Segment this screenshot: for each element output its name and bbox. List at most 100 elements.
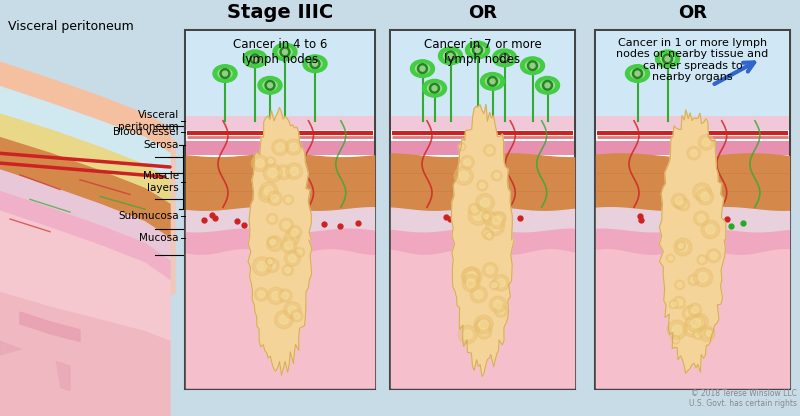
Text: Submucosa: Submucosa [118, 211, 179, 221]
Bar [596, 141, 789, 155]
Circle shape [268, 159, 273, 164]
Polygon shape [451, 104, 514, 376]
Bar [186, 31, 374, 116]
Circle shape [285, 242, 293, 249]
Circle shape [220, 69, 230, 79]
Bar [391, 116, 574, 130]
Ellipse shape [626, 65, 650, 82]
Circle shape [701, 193, 710, 201]
Circle shape [677, 198, 690, 211]
Circle shape [527, 61, 538, 71]
Circle shape [490, 222, 500, 231]
Circle shape [476, 193, 494, 212]
Circle shape [446, 51, 455, 61]
Circle shape [703, 330, 711, 338]
Circle shape [480, 198, 490, 207]
Circle shape [673, 296, 686, 309]
Circle shape [476, 318, 491, 333]
Circle shape [267, 287, 285, 305]
Circle shape [310, 59, 320, 69]
Circle shape [286, 163, 302, 179]
Circle shape [678, 282, 682, 287]
Ellipse shape [470, 45, 485, 55]
Polygon shape [0, 87, 170, 180]
Circle shape [676, 241, 686, 250]
Circle shape [291, 229, 298, 235]
Text: Muscle
layers: Muscle layers [143, 171, 179, 193]
Polygon shape [0, 342, 70, 391]
Circle shape [665, 57, 670, 61]
Polygon shape [0, 62, 170, 153]
Bar [0, 8, 185, 416]
Bar [390, 30, 575, 389]
Circle shape [466, 279, 475, 287]
Ellipse shape [493, 49, 517, 67]
Circle shape [701, 220, 720, 239]
Circle shape [281, 238, 297, 253]
Circle shape [471, 206, 478, 212]
Circle shape [253, 57, 258, 61]
Text: © 2018 Terese Winslow LLC
U.S. Govt. has certain rights: © 2018 Terese Winslow LLC U.S. Govt. has… [689, 389, 797, 408]
Circle shape [288, 306, 297, 314]
Circle shape [662, 54, 673, 64]
Ellipse shape [218, 69, 232, 79]
Polygon shape [0, 114, 170, 204]
Circle shape [477, 180, 488, 191]
Bar [596, 31, 789, 116]
Polygon shape [248, 108, 312, 375]
Circle shape [473, 210, 483, 220]
Circle shape [685, 318, 694, 327]
Circle shape [290, 167, 298, 175]
Polygon shape [0, 211, 170, 342]
Circle shape [699, 326, 715, 342]
Circle shape [482, 262, 498, 277]
Circle shape [706, 225, 715, 234]
Circle shape [470, 286, 487, 303]
Text: Cancer in 1 or more lymph
nodes or nearby tissue and
cancer spreads to
nearby or: Cancer in 1 or more lymph nodes or nearb… [616, 37, 769, 82]
Text: OR: OR [468, 4, 497, 22]
Circle shape [674, 337, 678, 342]
Circle shape [474, 315, 493, 334]
Circle shape [486, 266, 494, 274]
Text: Blood vessel: Blood vessel [114, 127, 179, 137]
Circle shape [279, 218, 294, 232]
Circle shape [694, 211, 709, 226]
Circle shape [635, 71, 640, 76]
Circle shape [278, 289, 292, 302]
Circle shape [694, 268, 713, 287]
Circle shape [494, 212, 506, 223]
Circle shape [542, 80, 553, 90]
Circle shape [687, 146, 701, 160]
Text: Visceral
peritoneum: Visceral peritoneum [118, 111, 179, 132]
Circle shape [494, 305, 507, 317]
Ellipse shape [410, 60, 434, 77]
Circle shape [268, 168, 278, 178]
Circle shape [454, 166, 474, 185]
Circle shape [706, 249, 721, 262]
Circle shape [485, 231, 490, 236]
Circle shape [258, 291, 265, 298]
Circle shape [458, 143, 466, 151]
Circle shape [265, 258, 279, 272]
Circle shape [698, 272, 708, 282]
Bar [186, 141, 374, 155]
Circle shape [491, 171, 502, 181]
Circle shape [258, 186, 275, 203]
Circle shape [691, 319, 701, 328]
Circle shape [464, 159, 470, 166]
Circle shape [462, 267, 480, 285]
Circle shape [698, 215, 705, 222]
Polygon shape [0, 138, 170, 239]
Circle shape [270, 216, 275, 222]
Ellipse shape [248, 54, 262, 64]
Circle shape [418, 64, 427, 74]
Ellipse shape [422, 79, 446, 97]
Circle shape [698, 187, 706, 196]
Circle shape [462, 267, 482, 286]
Circle shape [267, 191, 282, 206]
Circle shape [279, 315, 289, 324]
Circle shape [276, 165, 291, 180]
Text: Mucosa: Mucosa [139, 233, 179, 243]
Bar [391, 31, 574, 116]
Ellipse shape [303, 55, 327, 72]
